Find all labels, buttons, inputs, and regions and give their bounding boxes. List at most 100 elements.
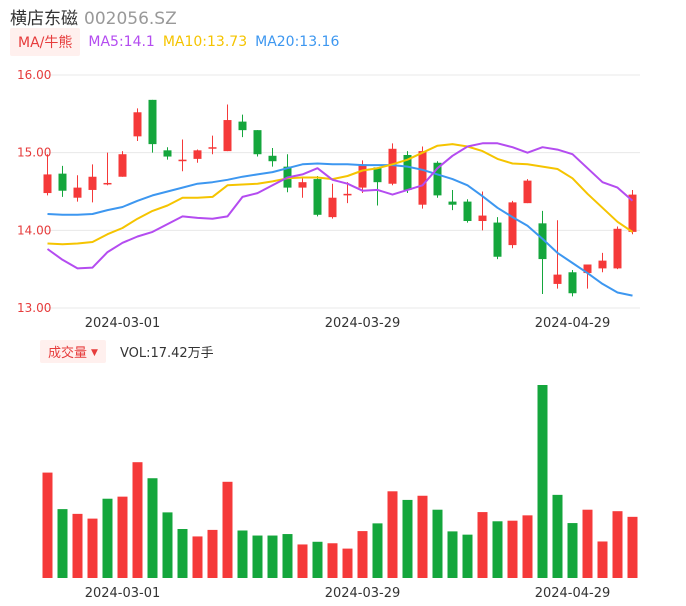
volume-bar-down: [57, 509, 68, 578]
volume-x-tick-label: 2024-03-29: [325, 586, 401, 601]
volume-bar-up: [357, 531, 368, 578]
stock-name: 横店东磁: [10, 9, 78, 29]
candle-down: [403, 154, 412, 190]
volume-bar-up: [387, 491, 398, 578]
volume-bar-down: [402, 499, 413, 578]
x-tick-label: 2024-04-29: [535, 316, 611, 330]
volume-bar-down: [177, 529, 188, 578]
volume-bar-down: [552, 494, 563, 578]
candle-up: [478, 215, 487, 222]
volume-bar-down: [162, 512, 173, 578]
volume-bar-up: [207, 529, 218, 578]
candle-up: [43, 174, 52, 194]
candle-down: [238, 121, 247, 131]
ma10-line: [47, 143, 634, 246]
volume-chart[interactable]: 2024-03-01 2024-03-29 2024-04-29: [0, 361, 686, 606]
volume-bar-down: [447, 531, 458, 578]
candlestick-chart[interactable]: 16.00 15.00 14.00 13.00 2024-03-01 2024-03-29…: [0, 0, 686, 330]
volume-bar-up: [522, 515, 533, 578]
y-tick-label: 15.00: [17, 146, 51, 160]
candle-up: [223, 120, 232, 152]
candle-up: [508, 202, 517, 246]
volume-bar-up: [597, 541, 608, 578]
candle-up: [118, 154, 127, 177]
candle-up: [328, 197, 337, 218]
candle-down: [568, 272, 577, 294]
volume-bar-up: [132, 462, 143, 578]
candle-up: [628, 194, 637, 232]
ma-indicator-button[interactable]: MA/牛熊: [10, 28, 81, 56]
volume-bar-down: [462, 534, 473, 578]
candle-up: [388, 148, 397, 184]
volume-bar-up: [117, 496, 128, 578]
volume-bar-up: [627, 516, 638, 578]
volume-bar-down: [147, 478, 158, 578]
ma10-legend: MA10:13.73: [162, 34, 248, 50]
candle-up: [298, 182, 307, 188]
ma5-legend: MA5:14.1: [88, 34, 155, 50]
candle-down: [313, 179, 322, 215]
volume-bar-down: [432, 509, 443, 578]
candle-down: [448, 201, 457, 205]
candle-down: [538, 223, 547, 260]
volume-bar-up: [297, 544, 308, 578]
candle-down: [463, 201, 472, 222]
candle-down: [163, 150, 172, 157]
volume-bar-up: [192, 536, 203, 578]
volume-bar-up: [342, 548, 353, 578]
candle-up: [178, 159, 187, 162]
volume-bar-up: [417, 495, 428, 578]
volume-bar-up: [87, 518, 98, 578]
candle-up: [553, 274, 562, 284]
volume-bar-down: [102, 498, 113, 578]
ma20-legend: MA20:13.16: [255, 34, 340, 50]
ma-legend-bar: MA/牛熊 MA5:14.1 MA10:13.73 MA20:13.16: [10, 28, 347, 56]
candle-up: [193, 150, 202, 159]
candle-up: [523, 180, 532, 204]
ma20-line: [47, 162, 633, 297]
volume-bar-down: [372, 523, 383, 578]
volume-bar-up: [582, 509, 593, 578]
volume-value: VOL:17.42万手: [119, 345, 214, 361]
volume-bar-down: [282, 534, 293, 578]
volume-bar-up: [507, 520, 518, 578]
y-tick-label: 13.00: [17, 301, 51, 315]
candle-down: [268, 155, 277, 162]
volume-bar-down: [252, 535, 263, 578]
candle-up: [583, 264, 592, 274]
volume-indicator-label: 成交量: [48, 345, 88, 361]
candle-up: [343, 193, 352, 196]
candle-down: [493, 222, 502, 257]
candle-up: [358, 164, 367, 188]
volume-x-tick-label: 2024-03-01: [85, 586, 161, 601]
stock-header: 横店东磁 002056.SZ: [10, 4, 177, 29]
candle-down: [433, 162, 442, 196]
volume-bar-down: [537, 385, 548, 578]
candle-down: [373, 167, 382, 183]
volume-bar-up: [327, 543, 338, 578]
y-tick-label: 14.00: [17, 223, 51, 237]
volume-bar-down: [312, 541, 323, 578]
volume-legend-bar: 成交量 ▼ VOL:17.42万手: [40, 339, 214, 363]
volume-bar-down: [567, 523, 578, 578]
candle-up: [133, 112, 142, 137]
volume-bar-down: [267, 535, 278, 578]
candle-up: [73, 187, 82, 198]
volume-bar-down: [492, 521, 503, 578]
volume-bar-up: [612, 511, 623, 578]
candle-up: [208, 147, 217, 149]
candle-up: [613, 228, 622, 269]
volume-indicator-dropdown[interactable]: 成交量 ▼: [40, 339, 106, 363]
volume-bar-up: [42, 472, 53, 578]
candle-down: [148, 99, 157, 145]
ma5-line: [46, 142, 634, 270]
volume-bar-up: [477, 512, 488, 578]
volume-bar-down: [237, 530, 248, 578]
volume-bar-up: [222, 481, 233, 578]
candle-up: [598, 260, 607, 269]
x-tick-label: 2024-03-29: [325, 316, 401, 330]
candle-up: [103, 182, 112, 185]
candle-up: [418, 151, 427, 205]
candle-up: [88, 176, 97, 190]
caret-down-icon: ▼: [91, 347, 98, 358]
